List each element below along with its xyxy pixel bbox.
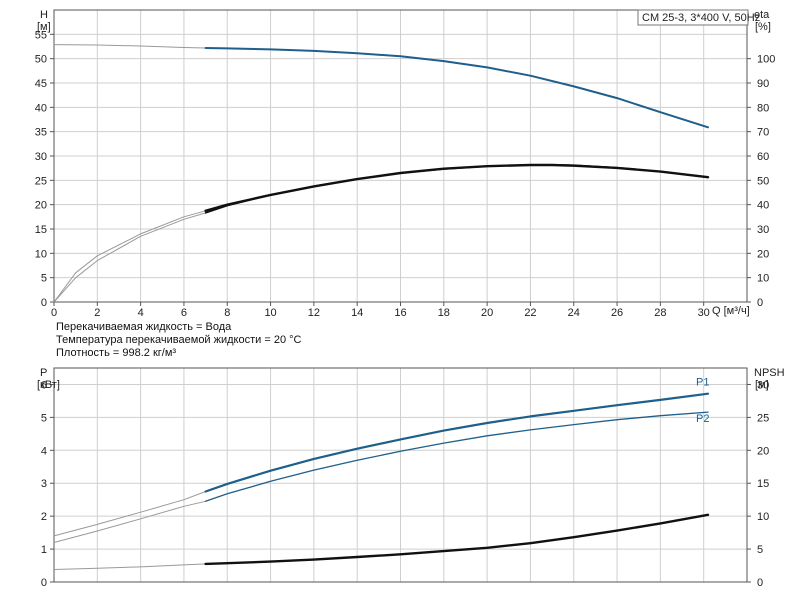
x-tick-label: 20: [481, 307, 493, 319]
right-tick-label: 10: [757, 273, 769, 285]
right-tick-label: 70: [757, 127, 769, 139]
x-tick-label: 12: [308, 307, 320, 319]
left-tick-label: 55: [35, 29, 47, 41]
left-axis-unit-1: [кВт]: [37, 379, 60, 391]
series-label-p2: P2: [696, 413, 709, 425]
series-1-1-extension: [53, 500, 206, 543]
left-tick-label: 5: [41, 273, 47, 285]
right-axis-symbol-0: eta: [754, 9, 770, 21]
right-axis-unit-1: [м]: [755, 379, 769, 391]
x-tick-label: 10: [264, 307, 276, 319]
right-tick-label: 30: [757, 379, 769, 391]
left-tick-label: 40: [35, 102, 47, 114]
right-tick-label: 60: [757, 151, 769, 163]
left-tick-label: 1: [41, 544, 47, 556]
left-tick-label: 20: [35, 200, 47, 212]
right-tick-label: 20: [757, 445, 769, 457]
series-1-2-extension: [53, 563, 206, 570]
series-0-2: [204, 163, 710, 213]
left-tick-label: 6: [41, 379, 47, 391]
x-tick-label: 26: [611, 307, 623, 319]
series-1-1-p2: [204, 411, 709, 502]
right-tick-label: 25: [757, 412, 769, 424]
x-tick-label: 4: [138, 307, 144, 319]
right-tick-label: 10: [757, 511, 769, 523]
x-tick-label: 6: [181, 307, 187, 319]
x-axis-label: Q [м³/ч]: [712, 305, 750, 317]
series-0-0-extension: [53, 44, 206, 49]
series-0-1-extension: [53, 212, 206, 303]
series-1-2: [204, 513, 710, 566]
series-1-0-extension: [53, 491, 206, 537]
right-tick-label: 80: [757, 102, 769, 114]
info-temperature: Температура перекачиваемой жидкости = 20…: [56, 334, 302, 346]
x-tick-label: 0: [51, 307, 57, 319]
left-tick-label: 30: [35, 151, 47, 163]
left-tick-label: 5: [41, 412, 47, 424]
model-label: CM 25-3, 3*400 V, 50Hz: [642, 12, 760, 24]
right-axis-symbol-1: NPSH: [754, 367, 785, 379]
grid-layer: [54, 10, 747, 582]
left-tick-label: 0: [41, 577, 47, 589]
left-tick-label: 15: [35, 224, 47, 236]
right-tick-label: 0: [757, 297, 763, 309]
left-axis-symbol-1: P: [40, 367, 47, 379]
left-tick-label: 25: [35, 175, 47, 187]
x-tick-label: 30: [698, 307, 710, 319]
right-tick-label: 100: [757, 54, 775, 66]
series-label-p1: P1: [696, 377, 709, 389]
x-tick-label: 2: [94, 307, 100, 319]
right-tick-label: 50: [757, 175, 769, 187]
x-tick-label: 8: [224, 307, 230, 319]
left-tick-label: 4: [41, 445, 47, 457]
left-tick-label: 50: [35, 54, 47, 66]
left-tick-label: 35: [35, 127, 47, 139]
left-tick-label: 45: [35, 78, 47, 90]
series-1-0-p1: [204, 392, 710, 493]
axes-layer: [50, 9, 751, 583]
left-tick-label: 3: [41, 478, 47, 490]
x-tick-label: 22: [524, 307, 536, 319]
right-axis-unit-0: [%]: [755, 21, 771, 33]
left-tick-label: 10: [35, 248, 47, 260]
right-tick-label: 0: [757, 577, 763, 589]
right-tick-label: 40: [757, 200, 769, 212]
left-axis-unit-0: [м]: [37, 21, 51, 33]
right-tick-label: 5: [757, 544, 763, 556]
info-liquid: Перекачиваемая жидкость = Вода: [56, 321, 232, 333]
model-label-box: CM 25-3, 3*400 V, 50Hz: [637, 9, 760, 26]
x-tick-label: 28: [654, 307, 666, 319]
series-layer: [53, 44, 710, 570]
left-tick-label: 0: [41, 297, 47, 309]
x-tick-label: 24: [568, 307, 580, 319]
right-tick-label: 20: [757, 248, 769, 260]
right-tick-label: 30: [757, 224, 769, 236]
info-density: Плотность = 998.2 кг/м³: [56, 347, 177, 359]
x-tick-label: 16: [394, 307, 406, 319]
right-tick-label: 90: [757, 78, 769, 90]
x-tick-label: 14: [351, 307, 363, 319]
text-layer: 0510152025303540455055010203040506070809…: [35, 9, 785, 589]
right-tick-label: 15: [757, 478, 769, 490]
left-tick-label: 2: [41, 511, 47, 523]
series-0-1: [204, 164, 709, 214]
left-axis-symbol-0: H: [40, 9, 48, 21]
series-0-0: [204, 47, 709, 129]
series-0-2-extension: [53, 210, 206, 303]
x-tick-label: 18: [438, 307, 450, 319]
plot-frame-1: [53, 367, 748, 583]
